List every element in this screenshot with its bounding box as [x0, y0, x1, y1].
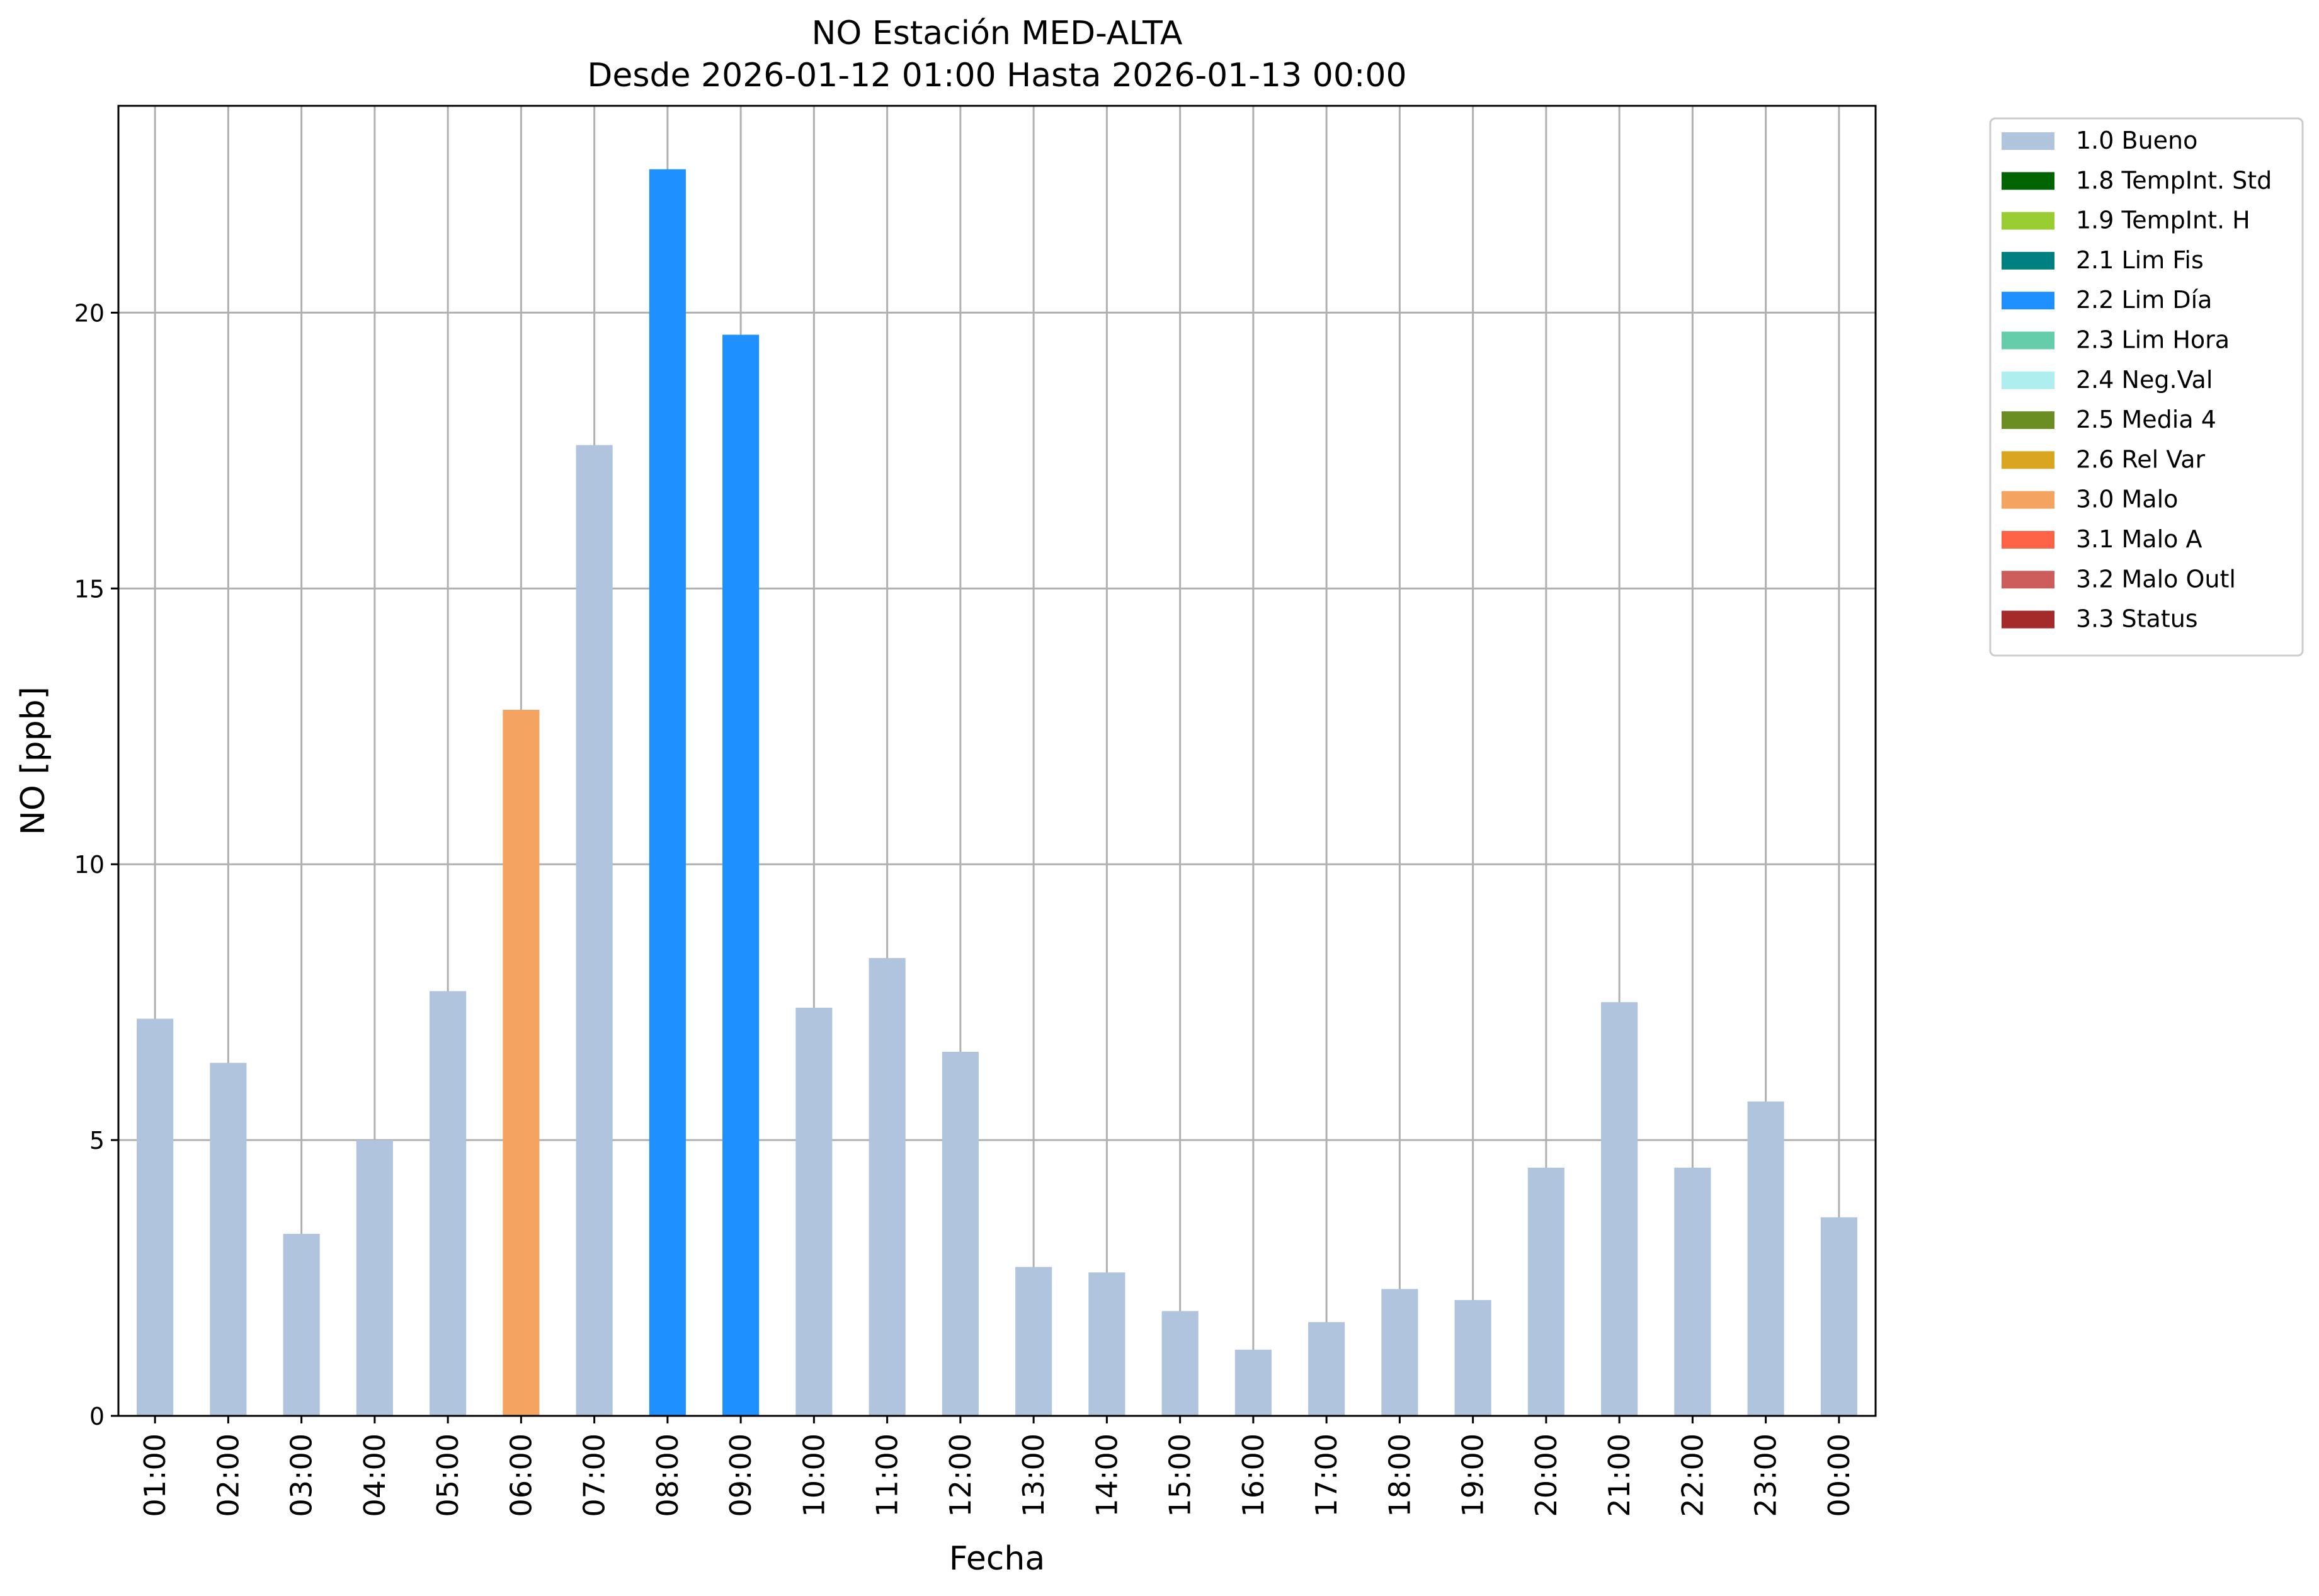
legend-swatch-3-0: [2002, 491, 2054, 509]
bar-1400: [1088, 1272, 1125, 1416]
legend-label-2-2: 2.2 Lim Día: [2076, 286, 2212, 314]
legend-swatch-2-3: [2002, 331, 2054, 350]
bar-0100: [137, 1018, 174, 1416]
bar-1600: [1234, 1349, 1272, 1416]
x-tick-label: 09:00: [724, 1434, 758, 1517]
x-tick-label: 10:00: [797, 1434, 831, 1517]
bar-0800: [649, 169, 686, 1416]
bar-2100: [1601, 1002, 1638, 1416]
x-tick-label: 17:00: [1309, 1434, 1343, 1517]
x-tick-label: 02:00: [211, 1434, 245, 1517]
legend-swatch-1-0: [2002, 132, 2054, 150]
x-tick-label: 21:00: [1602, 1434, 1636, 1517]
bar-1800: [1381, 1289, 1418, 1416]
y-tick-label: 10: [74, 851, 105, 879]
x-tick-label: 15:00: [1163, 1434, 1197, 1517]
legend-label-3-2: 3.2 Malo Outl: [2076, 565, 2236, 593]
bar-1000: [795, 1007, 833, 1416]
legend-swatch-2-2: [2002, 292, 2054, 310]
bar-1300: [1015, 1267, 1052, 1416]
legend-swatch-1-8: [2002, 172, 2054, 190]
y-tick-label: 20: [74, 299, 105, 327]
legend-swatch-3-2: [2002, 571, 2054, 589]
bar-2300: [1747, 1101, 1784, 1416]
legend: 1.0 Bueno 1.8 TempInt. Std 1.9 TempInt. H 2…: [1989, 117, 2304, 657]
bar-0500: [430, 991, 467, 1416]
legend-label-2-1: 2.1 Lim Fis: [2076, 246, 2204, 274]
y-tick-label: 0: [89, 1403, 105, 1430]
plot-frame: [117, 105, 1877, 1417]
x-tick-label: 03:00: [285, 1434, 319, 1517]
x-tick-label: 00:00: [1822, 1434, 1856, 1517]
x-tick-label: 22:00: [1675, 1434, 1709, 1517]
x-tick-label: 16:00: [1236, 1434, 1270, 1517]
x-tick-label: 07:00: [578, 1434, 612, 1517]
legend-box: [1989, 117, 2304, 657]
bar-0000: [1820, 1217, 1857, 1416]
bar-1900: [1454, 1300, 1491, 1416]
legend-label-1-9: 1.9 TempInt. H: [2076, 207, 2250, 234]
bar-1700: [1308, 1322, 1345, 1416]
y-tick-label: 15: [74, 575, 105, 603]
legend-label-1-8: 1.8 TempInt. Std: [2076, 166, 2272, 194]
y-tick-label: 5: [89, 1127, 105, 1154]
bar-0600: [503, 709, 540, 1416]
x-tick-label: 23:00: [1749, 1434, 1783, 1517]
x-tick-label: 11:00: [870, 1434, 904, 1517]
legend-label-2-4: 2.4 Neg.Val: [2076, 366, 2213, 394]
bar-1500: [1161, 1311, 1199, 1416]
bar-2000: [1527, 1167, 1564, 1416]
chart-title-line-2: Desde 2026-01-12 01:00 Hasta 2026-01-13 …: [587, 57, 1406, 94]
legend-swatch-3-3: [2002, 610, 2054, 629]
x-tick-label: 08:00: [651, 1434, 685, 1517]
x-tick-label: 14:00: [1090, 1434, 1124, 1517]
legend-swatch-1-9: [2002, 212, 2054, 230]
legend-label-2-5: 2.5 Media 4: [2076, 406, 2216, 433]
chart-title-line-1: NO Estación MED-ALTA: [812, 14, 1183, 52]
x-tick-label: 05:00: [431, 1434, 465, 1517]
legend-swatch-2-1: [2002, 251, 2054, 270]
x-tick-label: 06:00: [504, 1434, 538, 1517]
legend-swatch-2-4: [2002, 371, 2054, 389]
legend-label-3-1: 3.1 Malo A: [2076, 525, 2202, 553]
bar-0900: [722, 334, 760, 1416]
legend-label-2-6: 2.6 Rel Var: [2076, 445, 2206, 473]
x-tick-label: 01:00: [138, 1434, 172, 1517]
bar-2200: [1674, 1167, 1711, 1416]
legend-swatch-2-6: [2002, 451, 2054, 469]
y-axis: 0 5 10 15 20: [74, 299, 118, 1430]
legend-label-2-3: 2.3 Lim Hora: [2076, 326, 2230, 354]
bar-0700: [576, 445, 613, 1416]
x-axis: 01:00 02:00 03:00 04:00 05:00 06:00 07:00 08:00…: [138, 1416, 1856, 1517]
bar-1100: [869, 958, 906, 1416]
y-axis-label: NO [ppb]: [14, 687, 52, 835]
bar-0400: [356, 1140, 393, 1416]
legend-label-1-0: 1.0 Bueno: [2076, 127, 2197, 154]
bar-1200: [942, 1051, 979, 1416]
legend-swatch-3-1: [2002, 531, 2054, 549]
x-tick-label: 12:00: [943, 1434, 977, 1517]
x-tick-label: 18:00: [1382, 1434, 1416, 1517]
legend-label-3-3: 3.3 Status: [2076, 605, 2198, 633]
legend-swatch-2-5: [2002, 411, 2054, 430]
x-axis-label: Fecha: [949, 1540, 1045, 1578]
bar-0300: [283, 1233, 320, 1416]
legend-label-3-0: 3.0 Malo: [2076, 486, 2178, 513]
x-tick-label: 19:00: [1456, 1434, 1490, 1517]
x-tick-label: 20:00: [1529, 1434, 1563, 1517]
x-tick-label: 04:00: [358, 1434, 392, 1517]
x-tick-label: 13:00: [1017, 1434, 1051, 1517]
bars: [137, 169, 1857, 1416]
bar-0200: [210, 1063, 247, 1416]
